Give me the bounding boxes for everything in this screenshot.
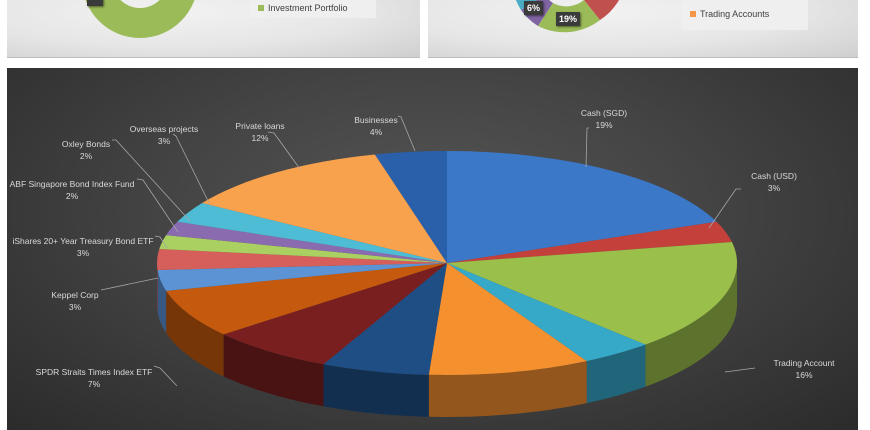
top-right-legend: Trading Accounts — [682, 0, 808, 30]
pie-slice — [223, 263, 447, 365]
pie-slice — [447, 151, 717, 263]
data-label: SPDR Straits Times Index ETF 7% — [36, 366, 153, 390]
data-label-name: iShares 20+ Year Treasury Bond ETF — [12, 236, 154, 246]
pie-slice-side — [645, 263, 737, 387]
pie-slice — [447, 221, 732, 263]
donut-slice-investment-portfolio — [85, 0, 195, 38]
top-left-legend: Investment Portfolio — [250, 0, 376, 18]
data-label: 19% — [556, 12, 581, 26]
leader-line — [153, 365, 178, 387]
top-left-donut — [85, 0, 195, 38]
pie-slice-side — [166, 290, 224, 377]
leader-line — [136, 178, 179, 233]
legend-label: Investment Portfolio — [268, 3, 348, 13]
data-label-name: Cash (USD) — [751, 171, 797, 181]
data-label-percent: 3% — [68, 302, 82, 312]
leader-line — [585, 127, 589, 168]
data-label: Overseas projects 3% — [130, 123, 199, 147]
legend-swatch — [690, 11, 696, 17]
pie-slice — [323, 263, 447, 375]
data-label: Trading Account 16% — [773, 357, 834, 381]
pie-slice-side — [223, 334, 324, 407]
donut-slice-red — [584, 0, 619, 20]
pie-slice — [157, 263, 447, 291]
data-label-name: Oxley Bonds — [61, 139, 111, 149]
legend-swatch — [258, 5, 264, 11]
pie-slice — [177, 203, 447, 263]
main-pie-chart: Cash (SGD) 19% Cash (USD) 3% Trading Account… — [7, 68, 858, 430]
leader-line — [100, 277, 159, 291]
leader-line — [724, 367, 756, 373]
data-label-name: Keppel Corp — [51, 290, 99, 300]
leader-line — [154, 235, 168, 249]
pie-slice — [428, 263, 587, 376]
leader-line — [397, 115, 416, 152]
data-label: Private loans 12% — [235, 120, 284, 144]
data-label: Oxley Bonds 2% — [62, 138, 110, 162]
data-label-name: SPDR Straits Times Index ETF — [35, 367, 153, 377]
legend-label: Trading Accounts — [700, 9, 770, 19]
data-label: Cash (SGD) 19% — [581, 107, 627, 131]
data-label: Businesses 4% — [354, 114, 397, 138]
data-label-percent: 2% — [65, 191, 79, 201]
pie-slice-side — [157, 270, 167, 333]
pie-slice — [157, 249, 447, 270]
data-label-name: Private loans — [235, 121, 285, 131]
pie-slice — [374, 150, 447, 263]
pie-slice — [159, 235, 448, 263]
data-label-name: Trading Account — [773, 358, 835, 368]
pie-slice-side — [157, 263, 158, 312]
pie-slice-side — [586, 344, 646, 404]
data-label: 6% — [524, 1, 544, 15]
pie-slice — [166, 263, 447, 335]
data-label-percent: 3% — [767, 183, 781, 193]
data-label-partial — [87, 0, 104, 6]
pie-slice — [202, 154, 447, 263]
data-label-name: Businesses — [354, 115, 398, 125]
data-label-percent: 3% — [157, 136, 171, 146]
data-label-percent: 16% — [795, 370, 813, 380]
data-label-name: Cash (SGD) — [580, 108, 628, 118]
pie-svg — [100, 115, 756, 417]
top-left-chart-panel: Investment Portfolio — [7, 0, 420, 58]
pie-slice — [166, 221, 447, 263]
leader-line — [267, 131, 301, 170]
data-label-percent: 2% — [79, 151, 93, 161]
data-label-percent: 7% — [87, 379, 101, 389]
data-label-percent: 19% — [595, 120, 613, 130]
data-label-name: ABF Singapore Bond Index Fund — [9, 179, 135, 189]
data-label-name: Overseas projects — [129, 124, 199, 134]
data-label: Keppel Corp 3% — [51, 289, 98, 313]
pie-slice-side — [323, 364, 429, 417]
data-label: iShares 20+ Year Treasury Bond ETF 3% — [12, 235, 153, 259]
data-label: ABF Singapore Bond Index Fund 2% — [10, 178, 135, 202]
data-label-percent: 4% — [369, 127, 383, 137]
pie-slice — [447, 263, 646, 362]
leader-line — [708, 188, 741, 229]
pie-slice — [447, 242, 738, 345]
legend-item: Investment Portfolio — [258, 2, 368, 14]
pie-slice-side — [428, 361, 587, 417]
leader-line — [112, 139, 191, 222]
data-label: Cash (USD) 3% — [751, 170, 797, 194]
legend-item: Trading Accounts — [690, 8, 800, 20]
data-label-percent: 12% — [251, 133, 269, 143]
leader-line — [172, 133, 212, 208]
top-right-chart-panel: 6% 19% Trading Accounts — [428, 0, 858, 58]
data-label-percent: 3% — [76, 248, 90, 258]
